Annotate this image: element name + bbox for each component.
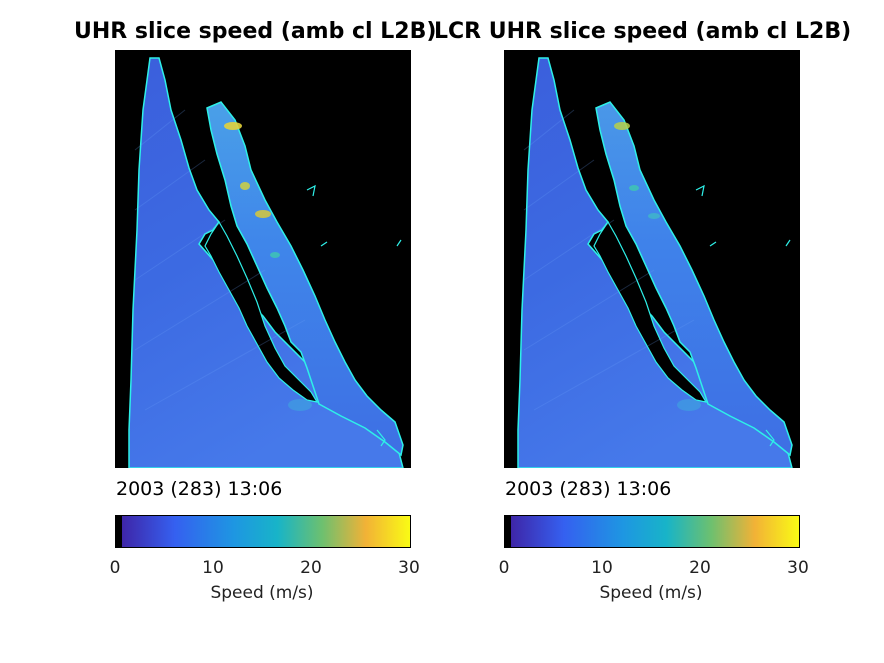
colorbar-label: Speed (m/s) bbox=[599, 583, 703, 603]
gulf-of-california bbox=[206, 101, 404, 457]
colorbar-gradient bbox=[505, 516, 799, 547]
colorbar-label: Speed (m/s) bbox=[210, 583, 314, 603]
timestamp: 2003 (283) 13:06 bbox=[116, 478, 283, 500]
high-speed-hotspots bbox=[614, 122, 701, 411]
high-speed-hotspots bbox=[224, 122, 312, 411]
gulf-of-california bbox=[595, 101, 793, 457]
right-panel: LCR UHR slice speed (amb cl L2B) bbox=[390, 0, 851, 663]
colorbar-tick-label: 20 bbox=[689, 558, 711, 578]
pacific-ocean bbox=[517, 57, 793, 468]
baja-peninsula bbox=[204, 220, 319, 403]
coastline-fragments bbox=[695, 184, 791, 447]
colorbar-tick-label: 10 bbox=[591, 558, 613, 578]
timestamp: 2003 (283) 13:06 bbox=[505, 478, 672, 500]
colorbar bbox=[504, 515, 800, 548]
colorbar-tick-label: 0 bbox=[498, 558, 510, 578]
speed-map-svg bbox=[128, 57, 404, 468]
chart-title: LCR UHR slice speed (amb cl L2B) bbox=[434, 19, 852, 44]
speed-map bbox=[504, 50, 800, 468]
colorbar-tick-label: 20 bbox=[300, 558, 322, 578]
colorbar-tick-label: 30 bbox=[787, 558, 809, 578]
pacific-ocean bbox=[128, 57, 404, 468]
baja-peninsula bbox=[593, 220, 708, 403]
chart-title: UHR slice speed (amb cl L2B) bbox=[74, 19, 437, 44]
colorbar-tick-label: 10 bbox=[202, 558, 224, 578]
speed-map-svg bbox=[517, 57, 793, 468]
speed-map bbox=[115, 50, 411, 468]
colorbar-tick-label: 0 bbox=[109, 558, 121, 578]
colorbar bbox=[115, 515, 411, 548]
left-panel: UHR slice speed (amb cl L2B) bbox=[74, 19, 437, 603]
coastline-fragments bbox=[306, 184, 402, 447]
colorbar-tick-label: 30 bbox=[398, 558, 420, 578]
colorbar-gradient bbox=[116, 516, 410, 547]
